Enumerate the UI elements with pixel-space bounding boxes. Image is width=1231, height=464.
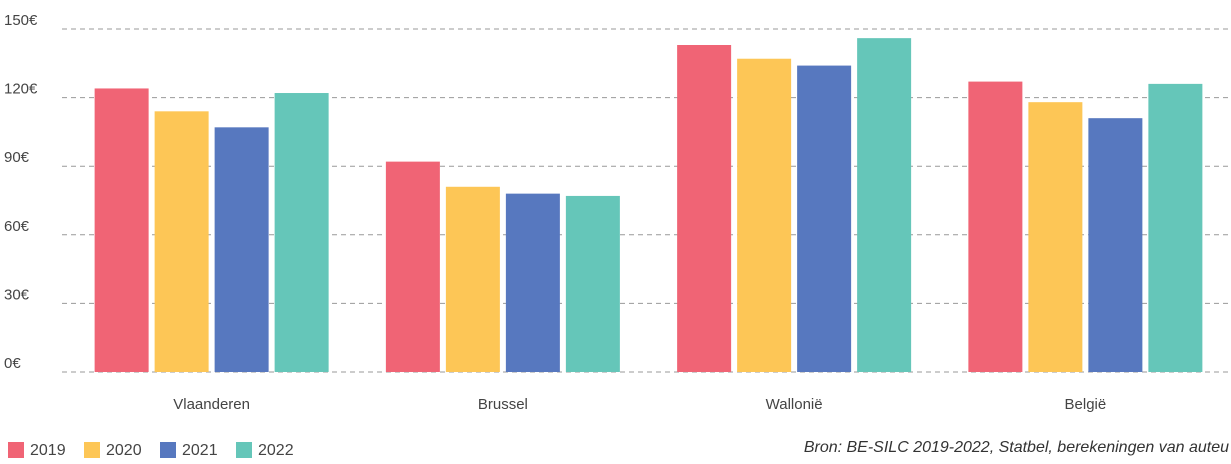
x-tick-label: België [1065, 396, 1107, 413]
bar [968, 81, 1023, 373]
y-tick-label: 90€ [4, 149, 30, 166]
bar [797, 65, 852, 372]
y-tick-label: 60€ [4, 218, 30, 235]
source-note: Bron: BE-SILC 2019-2022, Statbel, bereke… [804, 439, 1229, 456]
x-tick-label: Brussel [478, 396, 528, 413]
bar [857, 38, 912, 372]
bar [505, 193, 560, 372]
x-tick-label: Vlaanderen [173, 396, 250, 413]
x-tick-label: Wallonië [766, 396, 823, 413]
legend-swatch [160, 442, 176, 458]
bar [677, 45, 732, 373]
y-tick-label: 120€ [4, 81, 38, 98]
bar [565, 195, 620, 372]
bar [1088, 118, 1143, 373]
bar [1148, 83, 1203, 372]
legend-label: 2022 [258, 442, 294, 459]
legend-label: 2019 [30, 442, 66, 459]
bar [445, 186, 500, 372]
legend-label: 2020 [106, 442, 142, 459]
bar [154, 111, 209, 372]
bar [214, 127, 269, 373]
legend-label: 2021 [182, 442, 218, 459]
y-tick-label: 150€ [4, 12, 38, 29]
bar [94, 88, 149, 372]
bar [1028, 102, 1083, 372]
bar [385, 161, 440, 372]
bar [737, 58, 792, 373]
y-tick-label: 30€ [4, 286, 30, 303]
legend-swatch [84, 442, 100, 458]
legend-swatch [8, 442, 24, 458]
bar [274, 93, 329, 372]
legend-swatch [236, 442, 252, 458]
y-tick-label: 0€ [4, 355, 21, 372]
